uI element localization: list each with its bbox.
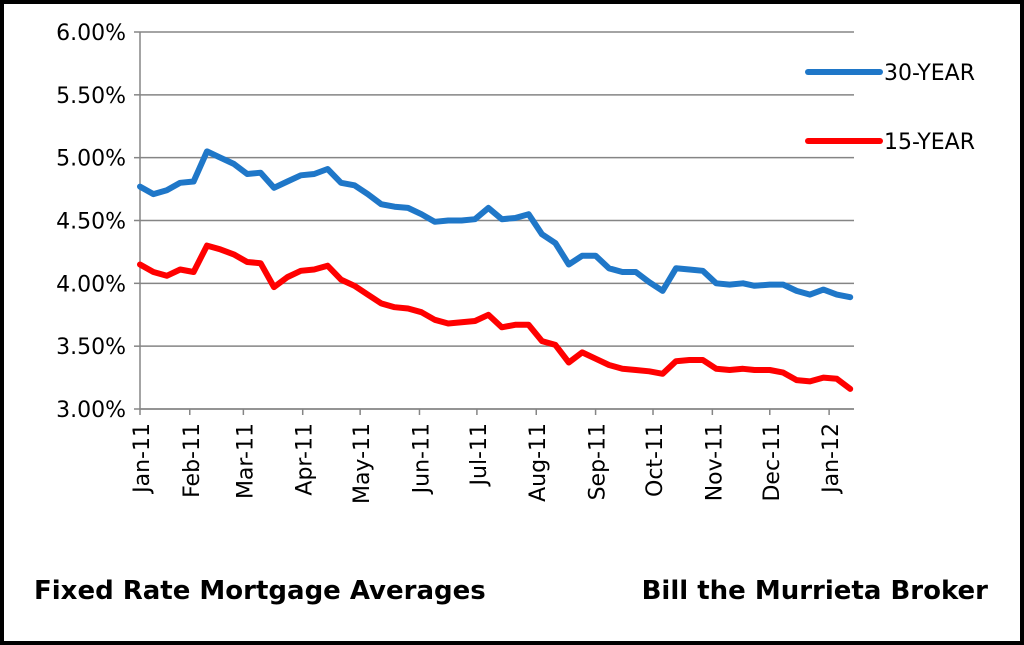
y-tick-label: 5.50% bbox=[56, 84, 126, 109]
x-tick-label: Jan-12 bbox=[819, 423, 844, 495]
y-tick-label: 3.00% bbox=[56, 398, 126, 423]
chart-caption-right: Bill the Murrieta Broker bbox=[641, 576, 988, 606]
x-tick-label: Dec-11 bbox=[760, 423, 785, 502]
legend: 30-YEAR 15-YEAR bbox=[805, 61, 975, 155]
legend-label: 15-YEAR bbox=[884, 130, 975, 155]
y-tick-label: 4.50% bbox=[56, 210, 126, 235]
y-tick-label: 3.50% bbox=[56, 335, 126, 360]
chart-caption-left: Fixed Rate Mortgage Averages bbox=[34, 576, 486, 606]
line-chart: 6.00% 5.50% 5.00% 4.50% 4.00% 3.50% 3.00% Jan-… bbox=[56, 21, 975, 504]
y-axis-ticks: 6.00% 5.50% 5.00% 4.50% 4.00% 3.50% 3.00% bbox=[56, 21, 140, 423]
x-axis-ticks: Jan-11 Feb-11 Mar-11 Apr-11 May-11 Jun-11 Jul-… bbox=[130, 409, 844, 504]
x-tick-label: Jun-11 bbox=[409, 423, 434, 495]
legend-label: 30-YEAR bbox=[884, 61, 975, 86]
x-tick-label: Nov-11 bbox=[702, 423, 727, 501]
x-tick-label: Sep-11 bbox=[586, 423, 611, 500]
series-line-0 bbox=[137, 148, 854, 301]
y-tick-label: 5.00% bbox=[56, 147, 126, 172]
x-tick-label: Mar-11 bbox=[233, 423, 258, 499]
y-tick-label: 6.00% bbox=[56, 21, 126, 46]
series-lines bbox=[137, 148, 854, 392]
x-tick-label: Aug-11 bbox=[526, 423, 551, 502]
x-tick-label: Feb-11 bbox=[180, 423, 205, 498]
x-tick-label: Jul-11 bbox=[467, 423, 492, 487]
x-tick-label: Jan-11 bbox=[130, 423, 155, 495]
series-line-1 bbox=[137, 242, 854, 392]
x-tick-label: Apr-11 bbox=[293, 423, 318, 496]
y-tick-label: 4.00% bbox=[56, 272, 126, 297]
gridlines bbox=[140, 31, 854, 410]
x-tick-label: May-11 bbox=[350, 423, 375, 504]
x-tick-label: Oct-11 bbox=[643, 423, 668, 497]
